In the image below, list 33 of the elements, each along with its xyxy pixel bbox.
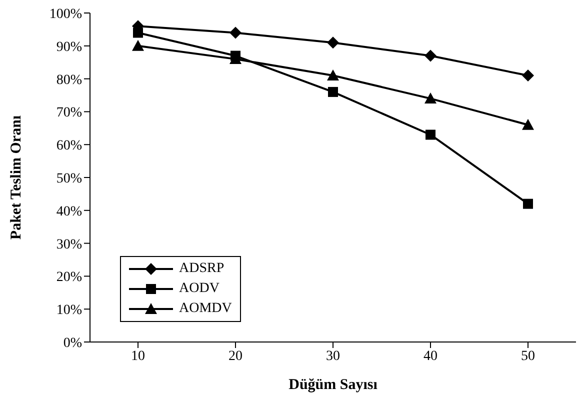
legend-label: AOMDV bbox=[179, 301, 232, 317]
point bbox=[328, 86, 338, 97]
y-tick-label: 50% bbox=[56, 171, 82, 186]
y-axis-title: Paket Teslim Oranı bbox=[8, 115, 24, 240]
x-tick-label: 50 bbox=[521, 348, 535, 364]
y-tick-label: 0% bbox=[63, 336, 82, 351]
y-tick-label: 10% bbox=[56, 303, 82, 318]
legend-label: ADSRP bbox=[179, 261, 224, 277]
x-tick-label: 10 bbox=[131, 348, 145, 364]
y-tick-label: 90% bbox=[56, 40, 82, 55]
point bbox=[424, 50, 436, 62]
y-tick-label: 60% bbox=[56, 138, 82, 154]
y-tick-label: 20% bbox=[56, 270, 82, 286]
x-axis-title: Düğüm Sayısı bbox=[288, 377, 378, 393]
y-tick-label: 40% bbox=[56, 204, 82, 220]
y-tick-label: 100% bbox=[49, 6, 82, 22]
point bbox=[522, 70, 534, 82]
y-tick-label: 70% bbox=[56, 106, 82, 121]
point bbox=[327, 70, 339, 81]
y-tick-label: 30% bbox=[56, 237, 82, 252]
x-tick-label: 40 bbox=[424, 348, 438, 364]
x-tick-label: 30 bbox=[326, 348, 340, 364]
point bbox=[522, 118, 534, 130]
legend-label: AODV bbox=[179, 281, 220, 297]
point bbox=[230, 26, 242, 39]
point bbox=[523, 198, 533, 209]
x-tick-label: 20 bbox=[228, 348, 242, 364]
y-tick-label: 80% bbox=[56, 72, 82, 88]
point bbox=[133, 28, 143, 38]
point bbox=[327, 36, 339, 49]
point bbox=[132, 40, 144, 51]
point bbox=[424, 92, 436, 104]
point bbox=[426, 130, 436, 140]
